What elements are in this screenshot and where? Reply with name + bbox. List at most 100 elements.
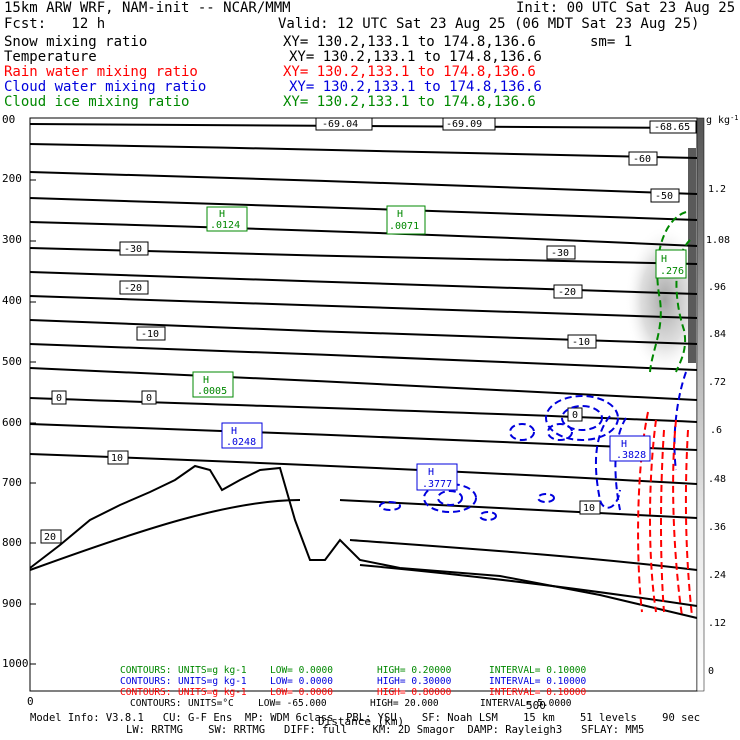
pressure-tick-label: 900 [2, 597, 22, 610]
field-xy-temperature: XY= 130.2,133.1 to 174.8,136.6 [289, 49, 542, 65]
isotherm [29, 319, 698, 345]
isotherm [349, 539, 698, 571]
isotherm-label: -20 [124, 283, 142, 294]
pressure-tick-label: 200 [2, 172, 22, 185]
contour-settings: CONTOURS: UNITS=g kg-1 LOW= 0.0000 HIGH= 0.… [120, 665, 587, 709]
maximum-value: .0248 [226, 437, 256, 448]
isotherm-label: -69.09 [446, 119, 482, 130]
maximum-value: .276 [660, 266, 684, 277]
colorbar-tick-label: 1.08 [706, 235, 730, 246]
maximum-value: .0005 [197, 386, 227, 397]
rain-water-contours [637, 411, 693, 617]
maximum-value: .0071 [389, 221, 419, 232]
rain-water-contour [660, 429, 665, 613]
rain-water-contour [637, 411, 649, 613]
maximum-letter: H [621, 439, 627, 450]
rain-water-contour [649, 419, 657, 613]
cloud-water-contour [547, 423, 573, 441]
field-xy-cloud-water: XY= 130.2,133.1 to 174.8,136.6 [289, 79, 542, 95]
cloud-ice-contour [649, 211, 687, 373]
pressure-tick-label: 400 [2, 294, 22, 307]
init-time: Init: 00 UTC Sat 23 Aug 25 [516, 0, 736, 16]
isotherm-label: 0 [56, 393, 62, 404]
colorbar [696, 117, 705, 692]
contour-setting-line: CONTOURS: UNITS=°C LOW= -65.000 HIGH= 20.00… [130, 698, 572, 709]
pressure-tick-label: 1000 [2, 657, 29, 670]
colorbar-tick-label: 0 [708, 666, 714, 677]
model-info-line: Model Info: V3.8.1 CU: G-F Ens MP: WDM 6… [30, 712, 701, 724]
isotherm [359, 564, 698, 607]
maximum-letter: H [397, 209, 403, 220]
maximum-value: .3777 [422, 479, 452, 490]
contour-setting-line: CONTOURS: UNITS=g kg-1 LOW= 0.0000 HIGH= 0.… [120, 687, 587, 698]
plot-frame [29, 117, 698, 692]
cloud-water-contour [379, 501, 401, 511]
cloud-water-contour [509, 423, 535, 441]
isotherm-label: -10 [572, 337, 590, 348]
distance-axis: 0 500 Distance (km) [27, 695, 546, 728]
cloud-water-contour [545, 395, 619, 441]
field-name-temperature: Temperature [4, 49, 97, 65]
maxima-boxes: H .0124 H .0071 H .276 H .0005 H .0248 H… [192, 205, 687, 491]
isotherm-label: -30 [124, 244, 142, 255]
cloud-ice-contours [649, 211, 691, 373]
pressure-tick-label: 300 [2, 233, 22, 246]
terrain-profile [29, 464, 698, 619]
cloud-ice-contour [675, 239, 691, 373]
isotherm-label: -30 [551, 248, 569, 259]
rain-water-contour [684, 429, 693, 617]
field-name-cloud-water: Cloud water mixing ratio [4, 79, 207, 95]
maximum-value: .3828 [616, 450, 646, 461]
pressure-ticks [30, 179, 36, 665]
colorbar-labels: g kg-1 1.2 1.08 .96 .84 .72 .6 .48 .36 .… [706, 114, 739, 677]
colorbar-tick-label: .6 [710, 425, 722, 436]
isotherm-label: 0 [146, 393, 152, 404]
maximum-letter: H [231, 426, 237, 437]
field-xy-rain: XY= 130.2,133.1 to 174.8,136.6 [283, 64, 536, 80]
pressure-tick-label: 500 [2, 355, 22, 368]
isotherm-label: 10 [583, 503, 595, 514]
field-name-snow: Snow mixing ratio [4, 34, 148, 50]
maximum-letter: H [661, 254, 667, 265]
contour-setting-line: CONTOURS: UNITS=g kg-1 LOW= 0.0000 HIGH= 0.… [120, 665, 587, 676]
colorbar-unit: g kg-1 [706, 114, 739, 126]
isotherm-label: 10 [111, 453, 123, 464]
isotherm [29, 271, 698, 295]
maximum-letter: H [219, 209, 225, 220]
contour-setting-line: CONTOURS: UNITS=g kg-1 LOW= 0.0000 HIGH= 0.… [120, 676, 587, 687]
snow-shading-column [688, 148, 696, 363]
valid-time: Valid: 12 UTC Sat 23 Aug 25 (06 MDT Sat … [278, 16, 700, 32]
isotherm-label: -68.65 [654, 122, 690, 133]
isotherm [29, 397, 698, 423]
colorbar-tick-label: .72 [708, 377, 726, 388]
cloud-water-contour [537, 493, 555, 503]
temperature-labels: -69.04 -69.09 -68.65 -60 -50 -30 -30 -20… [40, 117, 697, 544]
field-xy-cloud-ice: XY= 130.2,133.1 to 174.8,136.6 [283, 94, 536, 110]
isotherm-label: 20 [44, 532, 56, 543]
colorbar-tick-label: 1.2 [708, 184, 726, 195]
field-name-cloud-ice: Cloud ice mixing ratio [4, 94, 190, 110]
isotherm [29, 367, 698, 401]
maximum-letter: H [428, 467, 434, 478]
isotherm [29, 171, 698, 195]
isotherm [29, 197, 698, 221]
temperature-contours [29, 123, 698, 607]
isotherm [29, 499, 301, 571]
isotherm-label: -69.04 [322, 119, 358, 130]
colorbar-tick-label: .24 [708, 570, 726, 581]
isotherm [29, 423, 698, 451]
isotherm-label: -50 [655, 191, 673, 202]
distance-tick-label: 500 [526, 699, 546, 712]
pressure-axis: 00 200 300 400 500 600 700 800 900 1000 [2, 113, 29, 670]
field-smoothing: sm= 1 [590, 34, 633, 50]
field-name-rain: Rain water mixing ratio [4, 64, 198, 80]
pressure-tick-label: 800 [2, 536, 22, 549]
colorbar-tick-label: .84 [708, 329, 726, 340]
isotherm-label: -20 [558, 287, 576, 298]
cloud-water-contour [437, 490, 463, 506]
cloud-water-contour [595, 415, 621, 509]
pressure-tick-label: 600 [2, 416, 22, 429]
distance-tick-label: 0 [27, 695, 34, 708]
maximum-value: .0124 [210, 220, 240, 231]
